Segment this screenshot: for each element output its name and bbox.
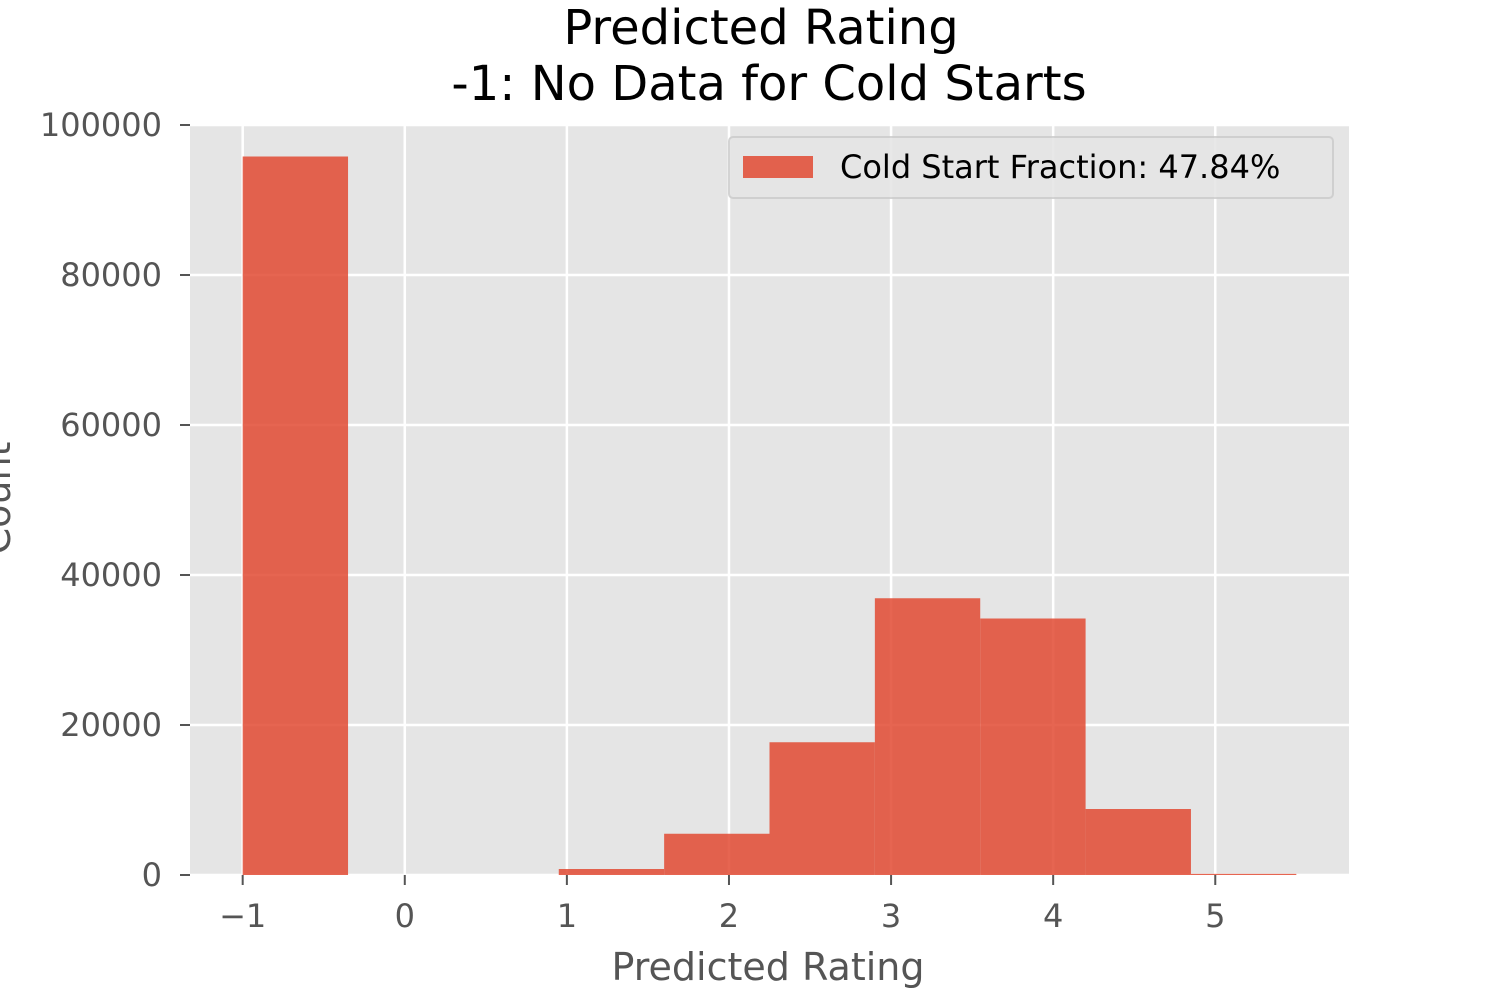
- x-tick-label-1: 0: [395, 897, 415, 935]
- x-tick-label-6: 5: [1205, 897, 1225, 935]
- x-axis-label: Predicted Rating: [612, 945, 925, 989]
- chart-title-line-2: -1: No Data for Cold Starts: [451, 56, 1086, 112]
- y-tick-label-0: 0: [142, 856, 162, 894]
- y-tick-label-4: 80000: [60, 256, 162, 294]
- y-tick-label-2: 40000: [60, 556, 162, 594]
- y-axis-label: Count: [0, 442, 19, 555]
- histogram-bar-9: [1190, 873, 1297, 875]
- axis-ticks: −1 0 1 2 3 4 5 0 20000 40000 60000 80000 100000: [40, 106, 1226, 935]
- x-tick-label-4: 3: [881, 897, 901, 935]
- x-tick-label-5: 4: [1043, 897, 1063, 935]
- histogram-bar-6: [874, 598, 981, 875]
- chart-title-line-1: Predicted Rating: [563, 0, 958, 56]
- histogram-bar-7: [980, 618, 1086, 875]
- legend-frame: [728, 136, 1334, 199]
- histogram-bar-0: [242, 156, 349, 875]
- histogram-bar-5: [769, 742, 875, 875]
- x-tick-label-2: 1: [557, 897, 577, 935]
- legend-entry-label: Cold Start Fraction: 47.84%: [840, 148, 1280, 186]
- y-tick-label-5: 100000: [40, 106, 162, 144]
- x-tick-label-0: −1: [219, 897, 266, 935]
- histogram-bars: [242, 156, 1297, 875]
- y-tick-label-3: 60000: [60, 406, 162, 444]
- legend-swatch: [743, 156, 813, 178]
- grid-lines: [190, 123, 1349, 877]
- histogram-bar-4: [664, 833, 770, 875]
- legend: Cold Start Fraction: 47.84%: [728, 136, 1334, 199]
- x-tick-label-3: 2: [719, 897, 739, 935]
- histogram-bar-3: [558, 869, 665, 875]
- y-tick-label-1: 20000: [60, 706, 162, 744]
- histogram-bar-8: [1085, 809, 1191, 875]
